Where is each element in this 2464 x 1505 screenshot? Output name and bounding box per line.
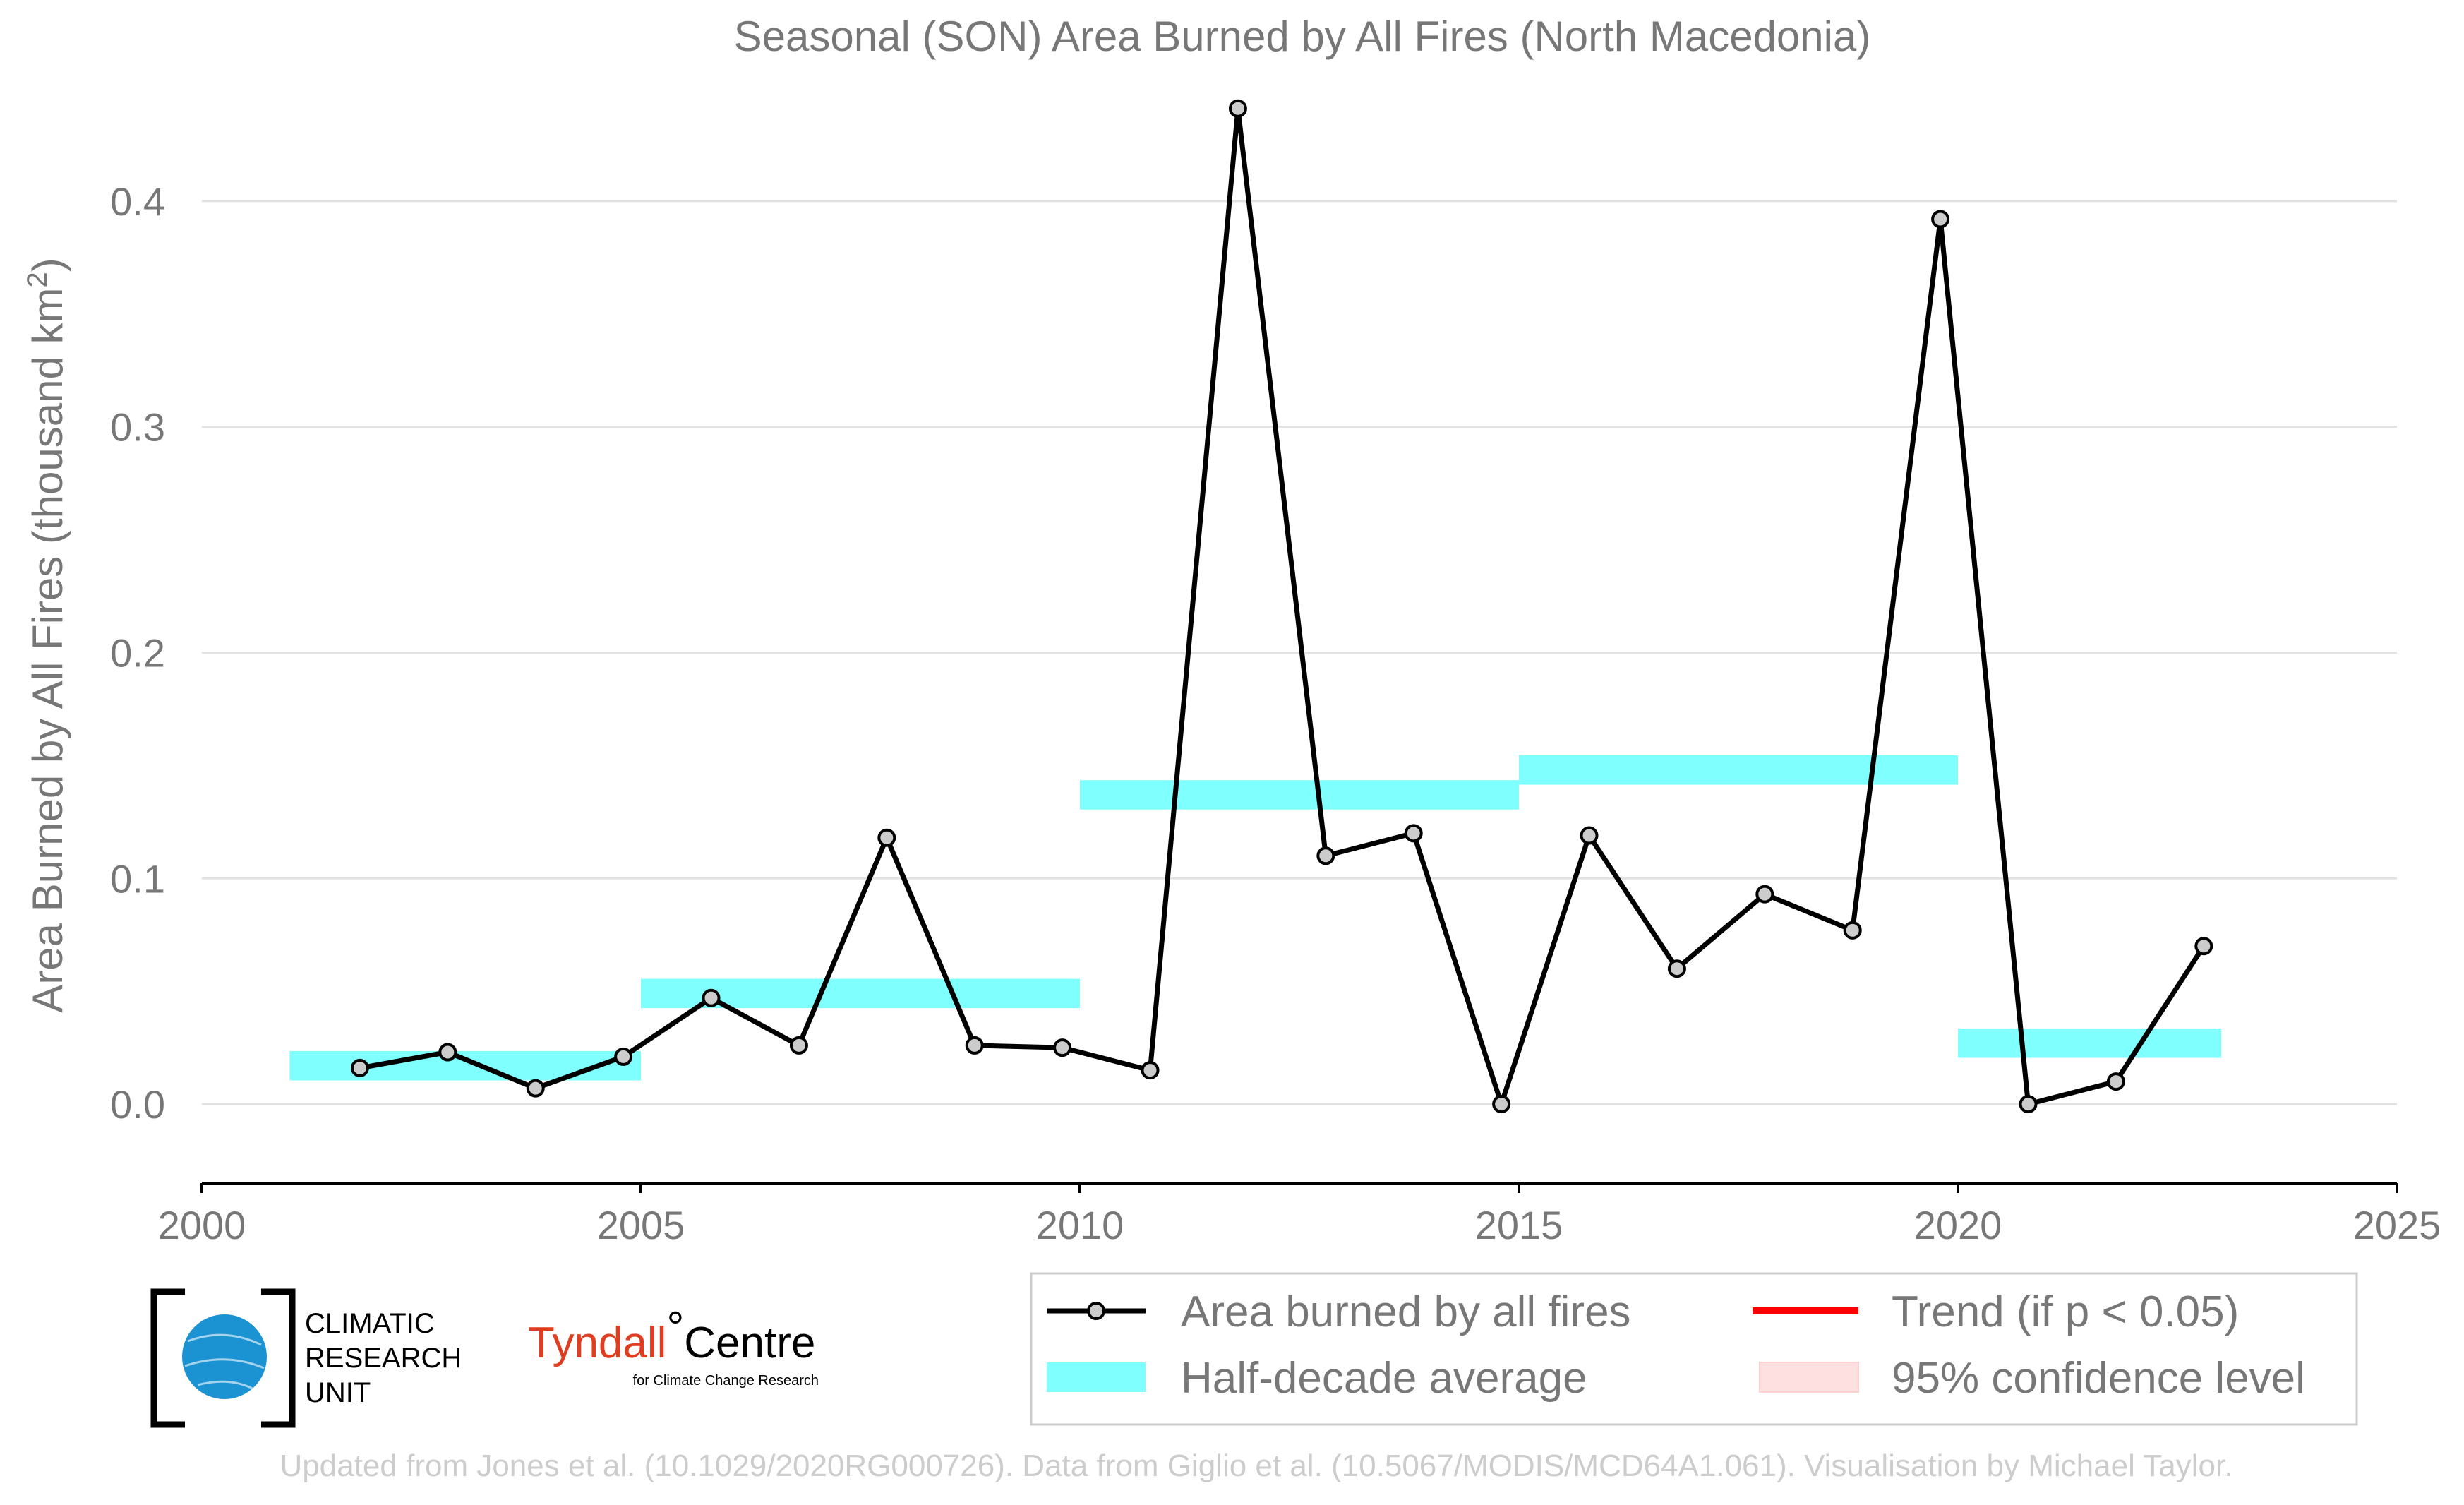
- credit-line: Updated from Jones et al. (10.1029/2020R…: [280, 1449, 2233, 1483]
- data-point: [526, 1079, 545, 1098]
- data-point: [702, 988, 721, 1007]
- tyndall-logo: Tyndall°Centre for Climate Change Resear…: [528, 1303, 819, 1389]
- y-tick-label: 0.0: [110, 1082, 165, 1127]
- legend-label-series: Area burned by all fires: [1181, 1288, 1631, 1336]
- x-tick-label: 2015: [1475, 1203, 1563, 1247]
- half-decade-average-band: [1958, 1028, 2222, 1058]
- legend-symbol-marker: [1087, 1302, 1105, 1320]
- tyndall-logo-title: Tyndall°Centre: [528, 1303, 815, 1367]
- y-tick-label: 0.4: [110, 179, 165, 224]
- legend: Area burned by all fires Trend (if p < 0…: [1030, 1272, 2358, 1426]
- data-point: [789, 1036, 808, 1055]
- data-point: [2106, 1072, 2125, 1091]
- data-point: [1843, 921, 1862, 940]
- legend-symbol-band: [1047, 1362, 1146, 1392]
- legend-label-band: Half-decade average: [1181, 1354, 1587, 1403]
- data-point: [1053, 1038, 1072, 1057]
- half-decade-average-band: [1080, 780, 1519, 810]
- data-point: [1667, 959, 1686, 978]
- x-tick-label: 2000: [158, 1203, 246, 1247]
- cru-logo-line3: UNIT: [305, 1377, 371, 1408]
- x-tick-label: 2010: [1036, 1203, 1124, 1247]
- legend-label-trend: Trend (if p < 0.05): [1892, 1288, 2239, 1336]
- data-point: [438, 1043, 457, 1062]
- y-tick-labels: 0.0 0.1 0.2 0.3 0.4: [110, 179, 165, 1127]
- y-tick-label: 0.2: [110, 630, 165, 675]
- data-point: [1755, 885, 1774, 904]
- chart-title: Seasonal (SON) Area Burned by All Fires …: [734, 13, 1871, 60]
- data-point: [350, 1058, 369, 1077]
- data-point: [1228, 99, 1247, 118]
- data-point: [877, 828, 896, 847]
- data-point: [1580, 826, 1599, 845]
- data-point: [965, 1036, 984, 1055]
- cru-logo-line1: CLIMATIC: [305, 1308, 435, 1339]
- data-point: [2019, 1095, 2038, 1114]
- legend-label-confidence: 95% confidence level: [1892, 1354, 2305, 1403]
- data-point: [1316, 846, 1335, 865]
- x-axis-ticks: 2000 2005 2010 2015 2020 2025: [158, 1183, 2441, 1247]
- cru-logo-line2: RESEARCH: [305, 1343, 462, 1374]
- data-point: [1141, 1061, 1160, 1080]
- tyndall-logo-subtitle: for Climate Change Research: [633, 1373, 819, 1389]
- data-point: [614, 1047, 633, 1066]
- y-axis-label: Area Burned by All Fires (thousand km2): [22, 258, 71, 1012]
- series-line-area-burned: [359, 106, 2206, 1107]
- legend-box: [1030, 1272, 2358, 1426]
- half-decade-average-band: [1519, 755, 1958, 785]
- data-point: [1492, 1095, 1511, 1114]
- data-points: [350, 99, 2213, 1114]
- legend-symbol-confidence: [1759, 1362, 1859, 1393]
- x-tick-label: 2025: [2353, 1203, 2441, 1247]
- data-point: [2194, 937, 2213, 956]
- x-tick-label: 2020: [1914, 1203, 2002, 1247]
- cru-logo: CLIMATIC RESEARCH UNIT: [150, 1288, 462, 1428]
- x-tick-label: 2005: [597, 1203, 685, 1247]
- y-tick-label: 0.3: [110, 405, 165, 450]
- data-point: [1931, 210, 1950, 229]
- data-point: [1404, 824, 1423, 843]
- half-decade-average-band: [289, 1050, 641, 1081]
- y-tick-label: 0.1: [110, 856, 165, 901]
- half-decade-average-bands: [289, 755, 2222, 1081]
